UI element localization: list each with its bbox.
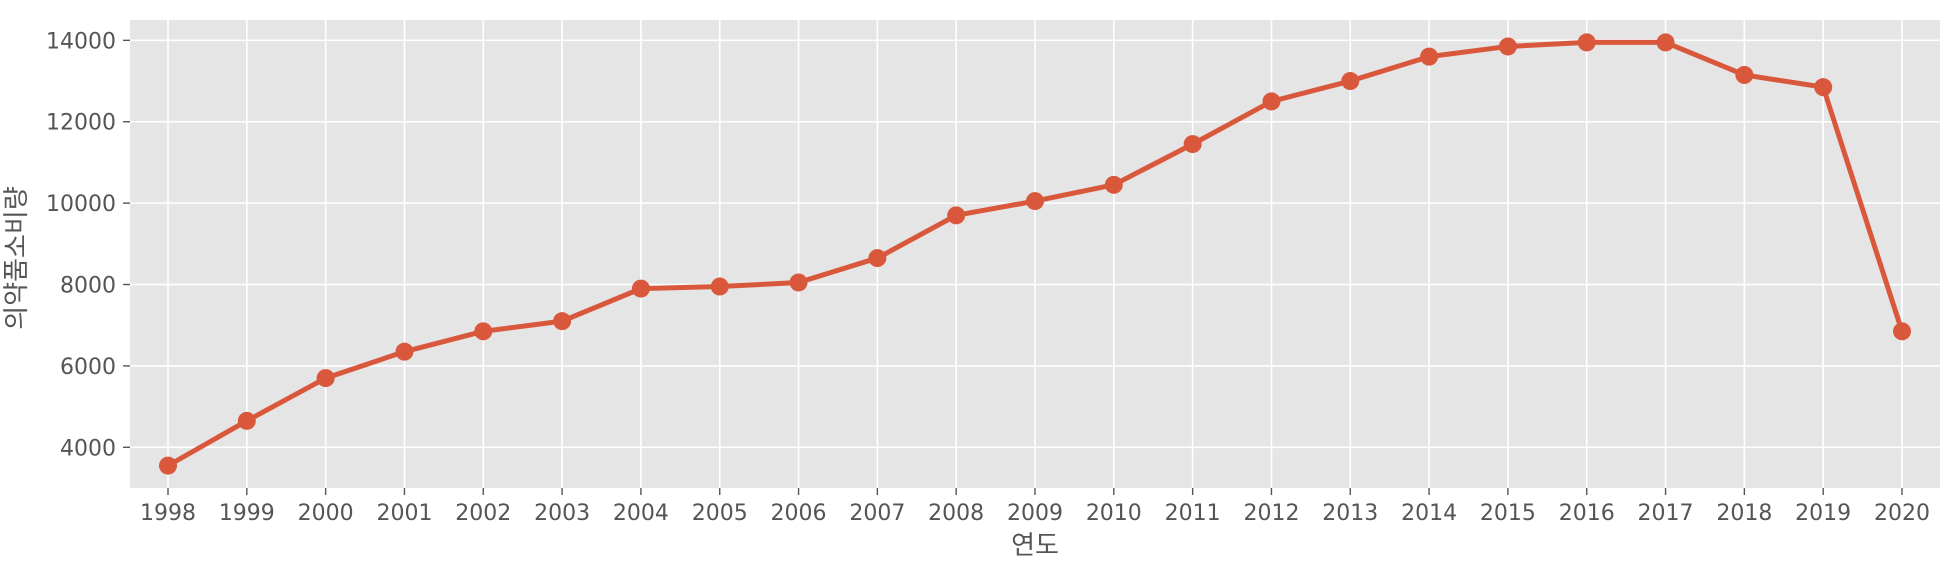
data-point [1893,322,1911,341]
y-tick-label: 4000 [60,436,116,461]
y-tick-label: 6000 [60,355,116,380]
data-point [1498,37,1517,56]
x-tick-label: 2012 [1243,501,1299,526]
data-point [947,206,966,225]
x-tick-label: 2018 [1716,501,1772,526]
data-point [1341,72,1360,91]
data-point [1026,192,1044,211]
x-tick-label: 2007 [849,501,905,526]
x-tick-label: 2016 [1559,501,1615,526]
x-tick-label: 2005 [692,501,748,526]
x-tick-label: 2008 [928,501,984,526]
x-tick-label: 2017 [1638,501,1694,526]
data-point [1183,135,1202,154]
data-point [1577,33,1596,52]
data-point [1262,92,1281,111]
y-tick-label: 10000 [46,192,116,217]
data-point [1420,47,1439,66]
x-axis-title: 연도 [1011,531,1059,561]
data-point [159,456,177,475]
x-tick-label: 2014 [1401,501,1457,526]
data-point [474,322,493,341]
data-point [1104,175,1123,194]
y-tick-label: 14000 [46,29,116,54]
data-point [631,279,650,298]
data-point [1735,65,1754,84]
x-tick-label: 2011 [1165,501,1221,526]
data-point [395,342,414,361]
x-tick-label: 1999 [219,501,275,526]
x-tick-label: 2010 [1086,501,1142,526]
x-tick-label: 2019 [1795,501,1851,526]
x-tick-label: 2006 [771,501,827,526]
data-point [316,369,335,388]
x-tick-label: 2003 [534,501,590,526]
y-axis-title: 의약품소비량 [2,186,32,330]
data-point [789,273,808,292]
x-tick-label: 2000 [298,501,354,526]
data-point [1814,78,1833,97]
y-tick-label: 8000 [60,274,116,299]
x-tick-label: 2004 [613,501,669,526]
data-point [868,249,887,268]
y-tick-label: 12000 [46,111,116,136]
x-tick-label: 2020 [1874,501,1930,526]
x-tick-label: 1998 [140,501,196,526]
data-point [553,312,572,331]
x-tick-label: 2015 [1480,501,1536,526]
data-point [237,411,256,430]
x-tick-label: 2002 [455,501,511,526]
data-point [710,277,729,296]
data-point [1656,33,1675,52]
x-tick-label: 2013 [1322,501,1378,526]
x-tick-label: 2009 [1007,501,1063,526]
x-tick-label: 2001 [376,501,432,526]
